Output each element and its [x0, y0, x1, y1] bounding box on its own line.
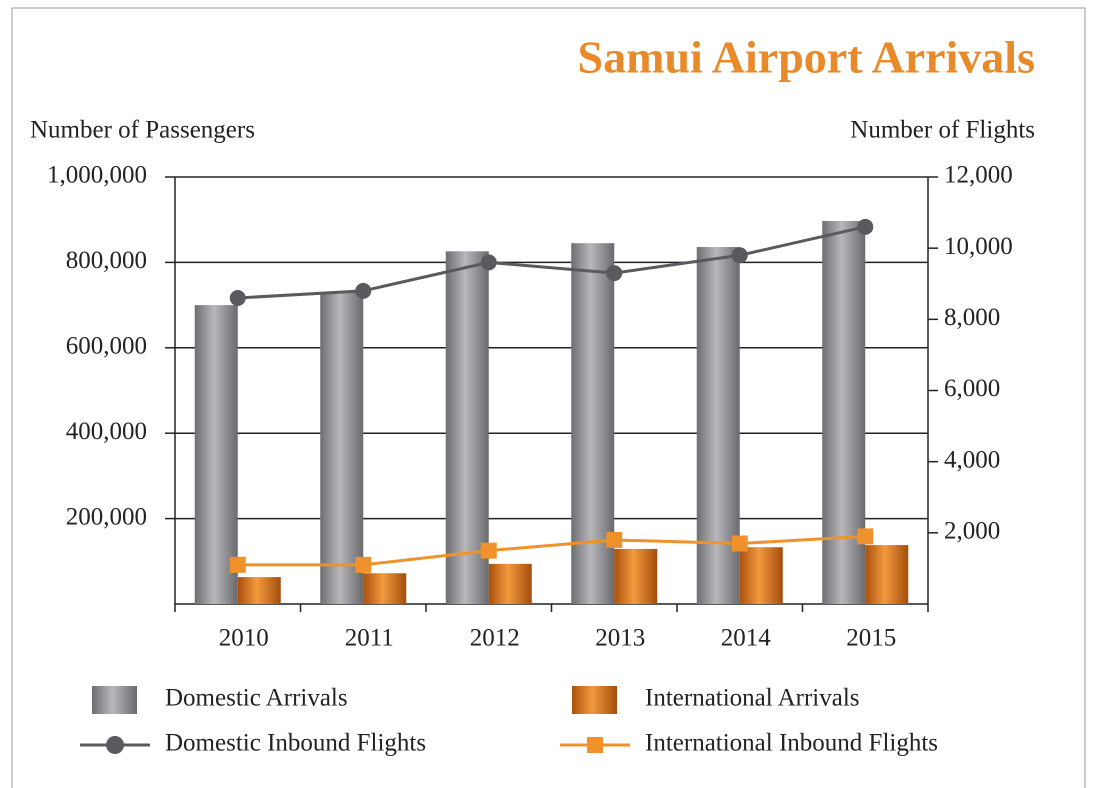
x-tick-label: 2012 — [470, 625, 520, 652]
line — [237, 534, 866, 567]
legend-marker — [587, 737, 603, 753]
bar — [614, 548, 658, 604]
marker — [731, 535, 748, 552]
legend-label: Domestic Arrivals — [165, 685, 348, 712]
x-tick-label: 2015 — [846, 625, 896, 652]
bar — [363, 573, 407, 604]
frame — [11, 7, 1086, 788]
y2-tick-label: 8,000 — [944, 304, 1000, 331]
y-tick-label: 200,000 — [66, 503, 147, 530]
y2-axis-label: Number of Flights — [850, 117, 1035, 144]
bar — [320, 292, 364, 604]
y-axis-label: Number of Passengers — [30, 117, 255, 144]
y-tick-label: 800,000 — [66, 247, 147, 274]
bar — [488, 563, 532, 604]
bar — [739, 547, 783, 604]
bar — [194, 305, 238, 604]
x-tick-label: 2010 — [219, 625, 269, 652]
chart-title: Samui Airport Arrivals — [578, 32, 1035, 83]
y2-tick-label: 4,000 — [944, 446, 1000, 473]
legend-label: Domestic Inbound Flights — [165, 730, 426, 757]
legend-marker — [106, 736, 124, 754]
marker — [480, 542, 497, 559]
legend-label: International Inbound Flights — [645, 730, 938, 757]
marker — [606, 265, 623, 282]
bar — [237, 577, 281, 604]
legend-swatch — [92, 686, 137, 714]
y-tick-label: 1,000,000 — [47, 162, 147, 189]
marker — [355, 282, 372, 299]
legend-label: International Arrivals — [645, 685, 860, 712]
x-tick-label: 2011 — [345, 625, 394, 652]
bar — [865, 545, 909, 604]
x-tick-label: 2014 — [721, 625, 772, 652]
marker — [480, 254, 497, 271]
marker — [606, 531, 623, 548]
marker — [229, 289, 246, 306]
legend-swatch — [572, 686, 617, 714]
bar — [822, 220, 866, 604]
bar — [571, 243, 615, 604]
y2-tick-label: 12,000 — [944, 162, 1013, 189]
y-tick-label: 600,000 — [66, 333, 147, 360]
marker — [355, 556, 372, 573]
line — [237, 225, 866, 300]
y2-tick-label: 10,000 — [944, 233, 1013, 260]
marker — [731, 247, 748, 264]
marker — [229, 556, 246, 573]
x-tick-label: 2013 — [595, 625, 645, 652]
y2-tick-label: 6,000 — [944, 375, 1000, 402]
marker — [857, 528, 874, 545]
y-tick-label: 400,000 — [66, 418, 147, 445]
marker — [857, 218, 874, 235]
y2-tick-label: 2,000 — [944, 518, 1000, 545]
